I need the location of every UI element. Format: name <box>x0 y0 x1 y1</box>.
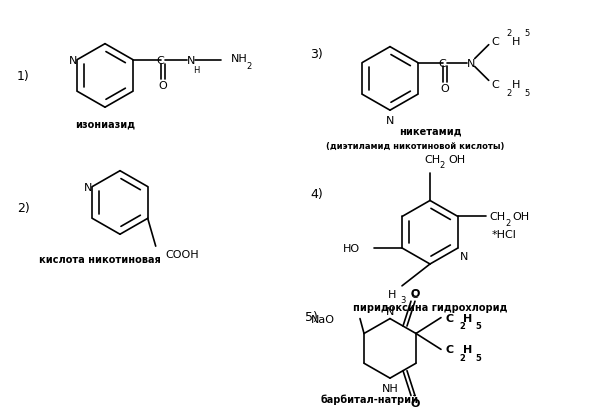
Text: (диэтиламид никотиновой кислоты): (диэтиламид никотиновой кислоты) <box>326 142 504 151</box>
Text: 2: 2 <box>459 353 465 362</box>
Text: 2: 2 <box>505 218 510 227</box>
Text: N: N <box>84 182 92 192</box>
Text: C: C <box>157 55 164 65</box>
Text: NH: NH <box>382 383 398 393</box>
Text: H: H <box>387 289 396 299</box>
Text: изониазид: изониазид <box>75 119 135 129</box>
Text: 2: 2 <box>506 29 511 38</box>
Text: 2: 2 <box>459 321 465 330</box>
Text: OH: OH <box>513 212 530 222</box>
Text: H: H <box>194 66 200 75</box>
Text: N: N <box>467 58 475 68</box>
Text: 3: 3 <box>400 296 406 304</box>
Text: O: O <box>158 81 167 91</box>
Text: CH: CH <box>424 155 440 164</box>
Text: 5: 5 <box>475 321 481 330</box>
Text: C: C <box>446 344 454 355</box>
Text: 5: 5 <box>475 353 481 362</box>
Text: C: C <box>410 289 418 299</box>
Text: H: H <box>463 313 472 323</box>
Text: 1): 1) <box>17 70 30 83</box>
Text: H: H <box>511 80 520 90</box>
Text: O: O <box>411 398 420 409</box>
Text: 2: 2 <box>506 89 511 98</box>
Text: C: C <box>492 36 500 47</box>
Text: C: C <box>439 58 447 68</box>
Text: 4): 4) <box>310 188 323 200</box>
Text: 3): 3) <box>310 48 323 61</box>
Text: C: C <box>446 313 454 323</box>
Text: 2): 2) <box>17 201 30 214</box>
Text: H: H <box>463 344 472 355</box>
Text: C: C <box>492 80 500 90</box>
Text: N: N <box>386 116 394 126</box>
Text: 5: 5 <box>524 89 529 98</box>
Text: 2: 2 <box>246 62 251 71</box>
Text: N: N <box>69 55 78 65</box>
Text: N: N <box>386 306 394 316</box>
Text: никетамид: никетамид <box>399 126 461 136</box>
Text: OH: OH <box>448 155 465 164</box>
Text: O: O <box>411 289 420 299</box>
Text: N: N <box>459 252 468 261</box>
Text: NH: NH <box>231 54 247 63</box>
Text: H: H <box>511 36 520 47</box>
Text: пиридоксина гидрохлорид: пиридоксина гидрохлорид <box>353 302 507 312</box>
Text: барбитал-натрий: барбитал-натрий <box>321 394 419 404</box>
Text: *HCl: *HCl <box>492 230 516 240</box>
Text: кислота никотиновая: кислота никотиновая <box>39 254 161 264</box>
Text: CH: CH <box>489 212 506 222</box>
Text: N: N <box>186 55 195 65</box>
Text: 2: 2 <box>439 161 445 170</box>
Text: NaO: NaO <box>311 314 335 324</box>
Text: COOH: COOH <box>166 249 199 259</box>
Text: 5): 5) <box>305 310 318 323</box>
Text: O: O <box>441 84 449 94</box>
Text: HO: HO <box>343 243 360 254</box>
Text: 5: 5 <box>524 29 529 38</box>
